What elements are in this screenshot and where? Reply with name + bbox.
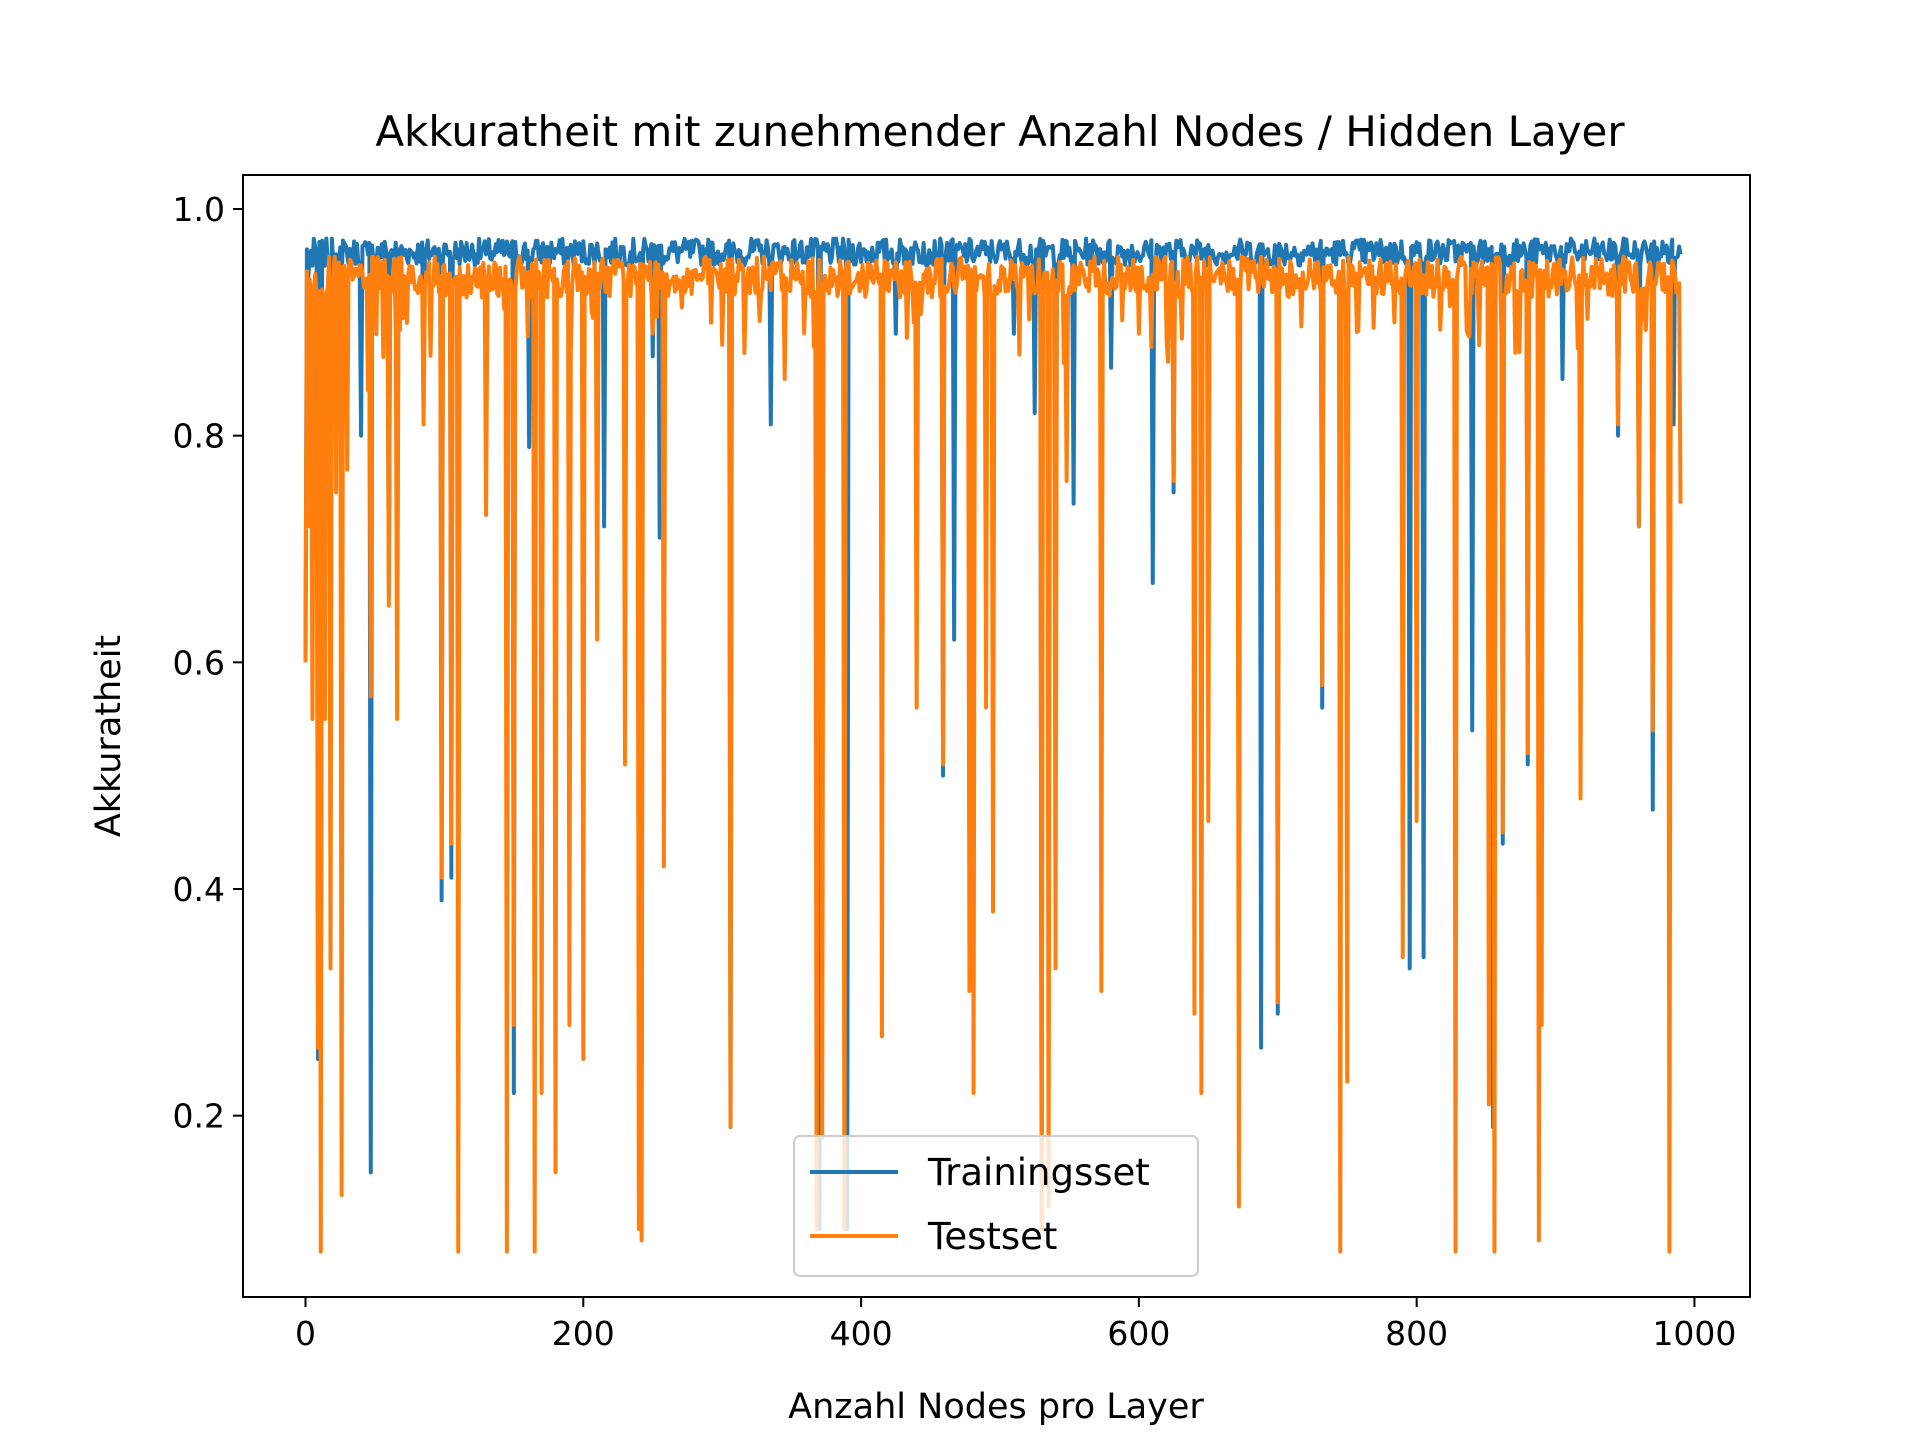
y-tick-label: 0.8 — [173, 417, 225, 456]
legend: Trainingsset Testset — [793, 1135, 1199, 1277]
x-tick-label: 1000 — [1652, 1314, 1736, 1353]
plot-frame — [242, 174, 1751, 1298]
y-tick-label: 0.4 — [173, 870, 225, 909]
y-tick-label: 0.2 — [173, 1097, 225, 1136]
x-tick-label: 0 — [295, 1314, 316, 1353]
series-line-trainingsset — [303, 236, 1683, 1231]
x-tick-label: 400 — [830, 1314, 893, 1353]
y-tick-label: 1.0 — [173, 190, 225, 229]
chart-title: Akkuratheit mit zunehmender Anzahl Nodes… — [375, 107, 1625, 156]
plot-area — [242, 174, 1751, 1298]
series-group — [303, 236, 1683, 1254]
x-axis-ticks: 0 200 400 600 800 1000 — [295, 1297, 1736, 1353]
legend-label-trainingsset: Trainingsset — [927, 1151, 1150, 1194]
y-axis-label: Akkuratheit — [89, 635, 129, 837]
legend-label-testset: Testset — [927, 1215, 1057, 1258]
y-axis-ticks: 0.2 0.4 0.6 0.8 1.0 — [173, 190, 243, 1136]
plot-background — [243, 175, 1750, 1297]
x-tick-label: 600 — [1107, 1314, 1170, 1353]
x-tick-label: 800 — [1385, 1314, 1448, 1353]
series-line-testset — [303, 254, 1683, 1254]
x-tick-label: 200 — [552, 1314, 615, 1353]
x-axis-label: Anzahl Nodes pro Layer — [788, 1387, 1204, 1427]
y-tick-label: 0.6 — [173, 643, 225, 682]
